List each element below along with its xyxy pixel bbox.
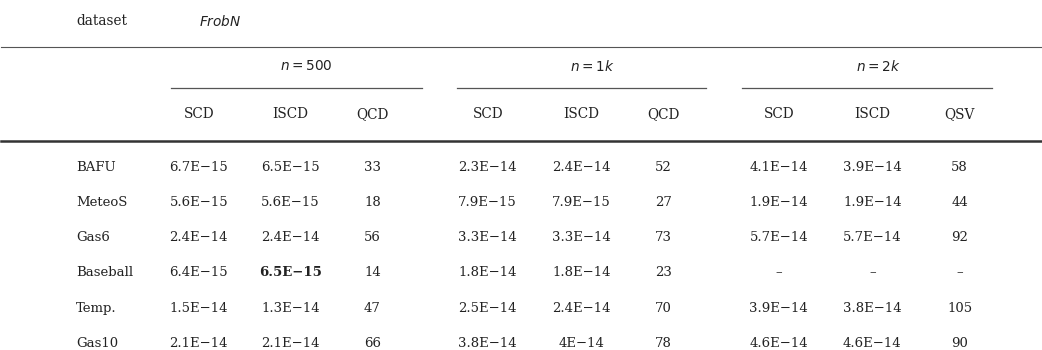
Text: $n=1k$: $n=1k$ <box>570 59 614 74</box>
Text: 47: 47 <box>364 301 380 315</box>
Text: 6.4E−15: 6.4E−15 <box>170 266 228 280</box>
Text: 1.3E−14: 1.3E−14 <box>260 301 320 315</box>
Text: QCD: QCD <box>647 107 679 121</box>
Text: 90: 90 <box>951 337 968 350</box>
Text: dataset: dataset <box>76 14 127 28</box>
Text: 2.5E−14: 2.5E−14 <box>458 301 517 315</box>
Text: SCD: SCD <box>764 107 794 121</box>
Text: –: – <box>869 266 875 280</box>
Text: 70: 70 <box>655 301 672 315</box>
Text: –: – <box>775 266 783 280</box>
Text: 2.4E−14: 2.4E−14 <box>170 231 228 244</box>
Text: 6.5E−15: 6.5E−15 <box>260 161 320 174</box>
Text: 6.7E−15: 6.7E−15 <box>170 161 228 174</box>
Text: 2.1E−14: 2.1E−14 <box>262 337 320 350</box>
Text: 2.1E−14: 2.1E−14 <box>170 337 228 350</box>
Text: Temp.: Temp. <box>76 301 117 315</box>
Text: QCD: QCD <box>356 107 389 121</box>
Text: $n=500$: $n=500$ <box>280 59 332 73</box>
Text: 7.9E−15: 7.9E−15 <box>458 196 517 209</box>
Text: 4.6E−14: 4.6E−14 <box>843 337 901 350</box>
Text: 27: 27 <box>655 196 672 209</box>
Text: $n=2k$: $n=2k$ <box>855 59 900 74</box>
Text: 3.8E−14: 3.8E−14 <box>458 337 517 350</box>
Text: 6.5E−15: 6.5E−15 <box>258 266 322 280</box>
Text: 1.8E−14: 1.8E−14 <box>458 266 517 280</box>
Text: 56: 56 <box>364 231 380 244</box>
Text: 58: 58 <box>951 161 968 174</box>
Text: 44: 44 <box>951 196 968 209</box>
Text: Gas10: Gas10 <box>76 337 119 350</box>
Text: –: – <box>957 266 963 280</box>
Text: Gas6: Gas6 <box>76 231 110 244</box>
Text: 3.9E−14: 3.9E−14 <box>843 161 901 174</box>
Text: 5.6E−15: 5.6E−15 <box>170 196 228 209</box>
Text: 33: 33 <box>364 161 381 174</box>
Text: 3.8E−14: 3.8E−14 <box>843 301 901 315</box>
Text: 2.4E−14: 2.4E−14 <box>552 161 611 174</box>
Text: 3.3E−14: 3.3E−14 <box>552 231 611 244</box>
Text: 1.9E−14: 1.9E−14 <box>843 196 901 209</box>
Text: 73: 73 <box>654 231 672 244</box>
Text: BAFU: BAFU <box>76 161 116 174</box>
Text: 1.8E−14: 1.8E−14 <box>552 266 611 280</box>
Text: 2.4E−14: 2.4E−14 <box>262 231 320 244</box>
Text: ISCD: ISCD <box>854 107 890 121</box>
Text: SCD: SCD <box>183 107 215 121</box>
Text: 5.7E−14: 5.7E−14 <box>749 231 808 244</box>
Text: 105: 105 <box>947 301 972 315</box>
Text: $FrobN$: $FrobN$ <box>199 14 241 29</box>
Text: QSV: QSV <box>944 107 974 121</box>
Text: 7.9E−15: 7.9E−15 <box>552 196 611 209</box>
Text: 4E−14: 4E−14 <box>559 337 604 350</box>
Text: 3.9E−14: 3.9E−14 <box>749 301 809 315</box>
Text: Baseball: Baseball <box>76 266 133 280</box>
Text: 5.6E−15: 5.6E−15 <box>260 196 320 209</box>
Text: 3.3E−14: 3.3E−14 <box>458 231 517 244</box>
Text: 14: 14 <box>364 266 380 280</box>
Text: ISCD: ISCD <box>564 107 599 121</box>
Text: ISCD: ISCD <box>272 107 308 121</box>
Text: 4.1E−14: 4.1E−14 <box>749 161 808 174</box>
Text: 5.7E−14: 5.7E−14 <box>843 231 901 244</box>
Text: 23: 23 <box>655 266 672 280</box>
Text: 4.6E−14: 4.6E−14 <box>749 337 808 350</box>
Text: 1.5E−14: 1.5E−14 <box>170 301 228 315</box>
Text: 78: 78 <box>655 337 672 350</box>
Text: 66: 66 <box>364 337 381 350</box>
Text: MeteoS: MeteoS <box>76 196 127 209</box>
Text: 2.3E−14: 2.3E−14 <box>458 161 517 174</box>
Text: 18: 18 <box>364 196 380 209</box>
Text: 92: 92 <box>951 231 968 244</box>
Text: 1.9E−14: 1.9E−14 <box>749 196 808 209</box>
Text: 2.4E−14: 2.4E−14 <box>552 301 611 315</box>
Text: SCD: SCD <box>472 107 503 121</box>
Text: 52: 52 <box>655 161 672 174</box>
